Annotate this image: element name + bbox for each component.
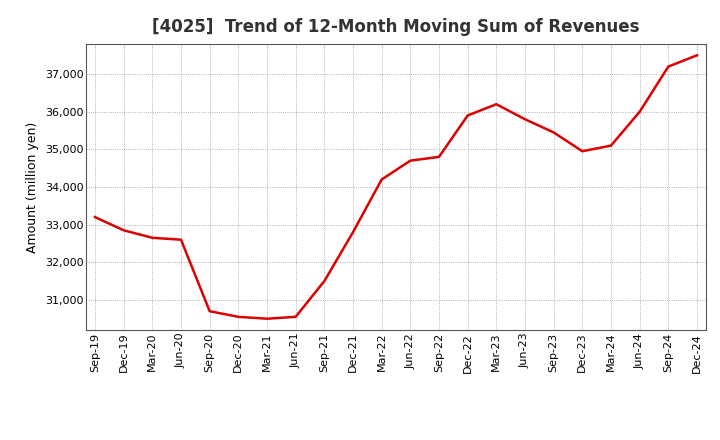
Y-axis label: Amount (million yen): Amount (million yen) <box>27 121 40 253</box>
Text: [4025]  Trend of 12-Month Moving Sum of Revenues: [4025] Trend of 12-Month Moving Sum of R… <box>152 18 640 36</box>
